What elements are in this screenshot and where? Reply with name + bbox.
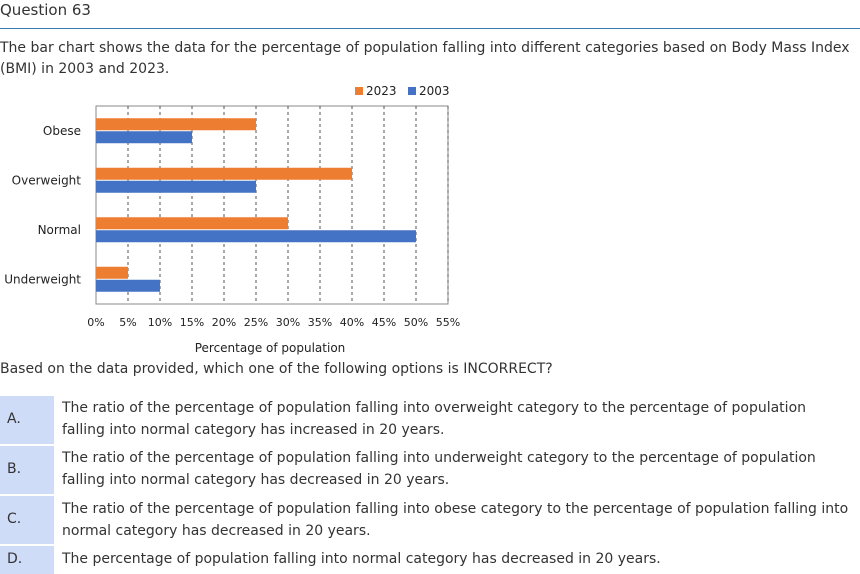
bar-2023: [96, 217, 288, 230]
option-c-label[interactable]: C.: [0, 496, 54, 544]
bar-2023: [96, 266, 128, 279]
category-label: Obese: [43, 124, 81, 138]
x-tick-label: 40%: [340, 316, 364, 329]
option-a-text[interactable]: The ratio of the percentage of populatio…: [62, 400, 807, 438]
option-b-text[interactable]: The ratio of the percentage of populatio…: [62, 450, 816, 488]
option-c-text[interactable]: The ratio of the percentage of populatio…: [62, 501, 849, 539]
x-tick-label: 50%: [404, 316, 428, 329]
x-tick-label: 15%: [180, 316, 204, 329]
option-d-text[interactable]: The percentage of population falling int…: [62, 551, 661, 567]
title-divider: [0, 28, 860, 29]
x-tick-label: 25%: [244, 316, 268, 329]
x-tick-label: 35%: [308, 316, 332, 329]
question-intro: The bar chart shows the data for the per…: [0, 40, 850, 77]
option-b-label[interactable]: B.: [0, 446, 54, 494]
category-label: Normal: [38, 223, 81, 237]
legend-label: 2023: [366, 84, 397, 98]
category-label: Underweight: [4, 272, 81, 286]
x-tick-label: 0%: [87, 316, 104, 329]
bar-2003: [96, 230, 416, 243]
x-tick-label: 10%: [148, 316, 172, 329]
legend-swatch-2023: [355, 87, 363, 95]
x-tick-label: 30%: [276, 316, 300, 329]
option-a-label[interactable]: A.: [0, 396, 54, 444]
bar-2003: [96, 279, 160, 292]
x-tick-label: 45%: [372, 316, 396, 329]
bar-2023: [96, 167, 352, 180]
bar-2023: [96, 118, 256, 131]
question-prompt: Based on the data provided, which one of…: [0, 361, 553, 377]
bar-2003: [96, 131, 192, 144]
x-axis-title: Percentage of population: [195, 341, 346, 355]
bmi-bar-chart: 0% 5% 10% 15% 20% 25% 30% 35% 40% 45% 50% 55% Obese O…: [4, 84, 460, 355]
option-d-label[interactable]: D.: [0, 546, 54, 574]
category-label: Overweight: [12, 173, 82, 187]
question-number: Question 63: [0, 1, 91, 19]
x-tick-label: 5%: [119, 316, 136, 329]
legend-swatch-2003: [408, 87, 416, 95]
x-tick-label: 55%: [436, 316, 460, 329]
x-tick-label: 20%: [212, 316, 236, 329]
bar-2003: [96, 180, 256, 193]
legend-label: 2003: [419, 84, 450, 98]
